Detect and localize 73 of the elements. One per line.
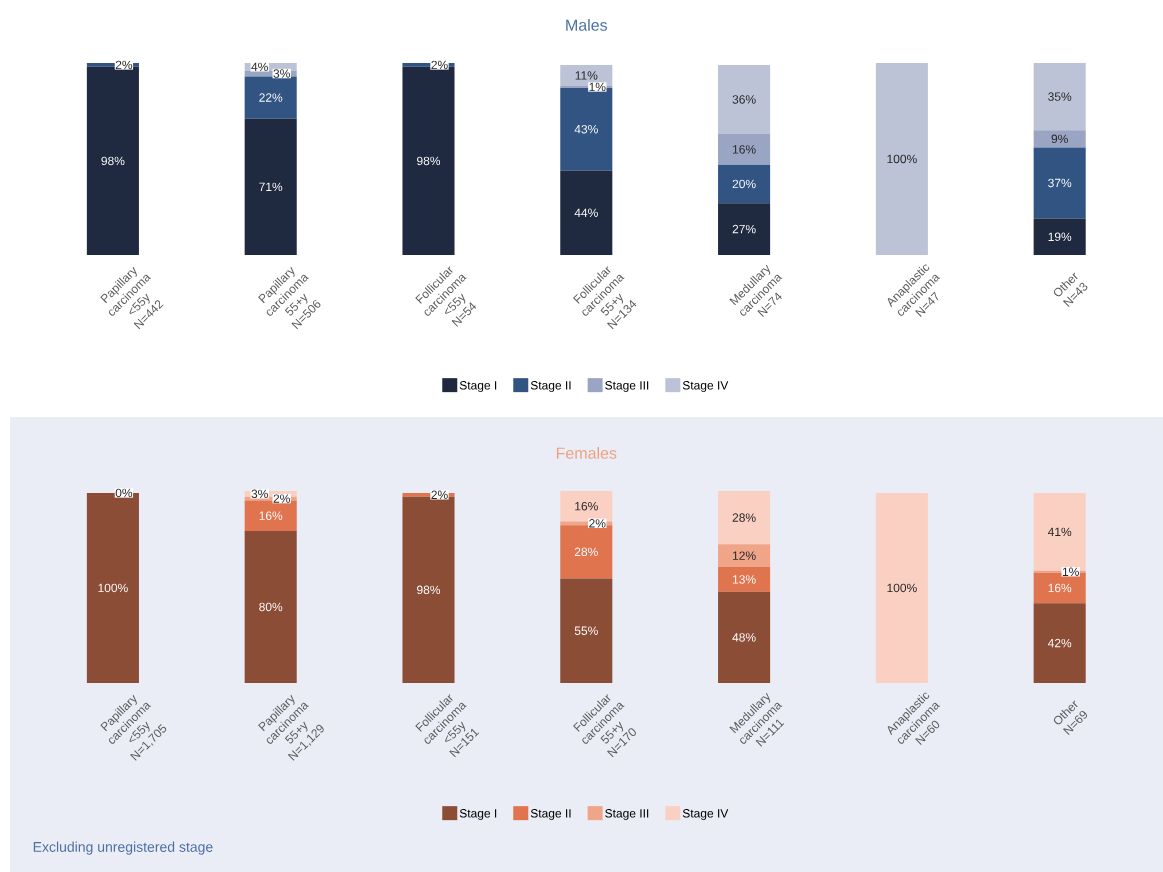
data-label: 36%: [732, 95, 756, 104]
data-label: 44%: [574, 208, 598, 217]
data-label: 41%: [1047, 527, 1072, 537]
bar: [560, 170, 613, 255]
data-label: 1%: [589, 82, 606, 92]
data-label: 19%: [1048, 232, 1072, 242]
data-label: 55%: [574, 626, 598, 635]
bar: [244, 76, 297, 119]
data-label: 100%: [887, 583, 917, 593]
data-label: 98%: [101, 156, 125, 166]
data-label: 98%: [417, 585, 441, 595]
data-label: 11%: [575, 71, 598, 80]
data-label: 3%: [251, 489, 268, 499]
data-label: 16%: [575, 501, 598, 511]
data-label: 20%: [732, 179, 756, 189]
data-label: 22%: [259, 93, 283, 102]
bar: [1033, 147, 1086, 219]
data-label: 13%: [733, 575, 756, 584]
bar: [718, 134, 771, 165]
bar: [718, 203, 771, 255]
legend-label: Stage I: [459, 381, 497, 392]
data-label: 35%: [1048, 92, 1072, 101]
data-label: 27%: [732, 224, 756, 234]
data-label: 16%: [733, 145, 756, 154]
bar: [718, 491, 771, 545]
data-label: 98%: [417, 156, 441, 166]
legend-label: Stage I: [459, 809, 497, 820]
data-label: 1%: [1062, 567, 1079, 576]
data-label: 4%: [251, 62, 268, 72]
legend-label: Stage IV: [682, 809, 729, 820]
data-label: 28%: [732, 513, 756, 522]
data-label: 71%: [259, 182, 283, 192]
data-label: 2%: [589, 519, 606, 528]
data-label: 42%: [1047, 638, 1072, 648]
data-label: 12%: [733, 551, 756, 560]
legend-label: Stage II: [530, 809, 571, 820]
data-label: 100%: [887, 154, 917, 164]
bar: [1033, 218, 1086, 255]
data-label: 16%: [259, 511, 283, 520]
legend-label: Stage II: [530, 381, 571, 392]
text: Excluding unregistered stage: [33, 841, 213, 855]
bar: [875, 62, 928, 255]
data-label: 0%: [115, 488, 133, 498]
bar: [560, 578, 613, 683]
bar: [1033, 62, 1086, 131]
data-label: 9%: [1051, 134, 1068, 144]
data-label: 48%: [732, 633, 756, 642]
bar: [875, 492, 928, 683]
data-label: 2%: [273, 494, 290, 503]
legend-label: Stage III: [605, 381, 649, 392]
bar: [244, 118, 297, 255]
bar: [718, 567, 771, 592]
data-label: 100%: [98, 583, 128, 593]
bar: [718, 544, 771, 568]
data-label: 2%: [115, 60, 133, 70]
data-label: 37%: [1048, 178, 1072, 188]
chart-title: Males: [566, 19, 608, 31]
data-label: 43%: [574, 124, 598, 134]
data-label: 80%: [259, 602, 283, 612]
data-label: 16%: [1048, 583, 1072, 593]
data-label: 2%: [431, 490, 448, 500]
bar: [244, 530, 297, 683]
data-label: 2%: [431, 60, 448, 70]
bar: [718, 64, 771, 135]
legend-label: Stage IV: [682, 381, 729, 392]
chart-title: Females: [556, 447, 617, 459]
bar: [718, 591, 771, 683]
data-label: 3%: [273, 69, 290, 78]
data-label: 28%: [574, 547, 598, 557]
bar: [1033, 603, 1086, 683]
bar: [718, 164, 771, 204]
bar: [1033, 130, 1086, 148]
legend-label: Stage III: [605, 809, 649, 820]
